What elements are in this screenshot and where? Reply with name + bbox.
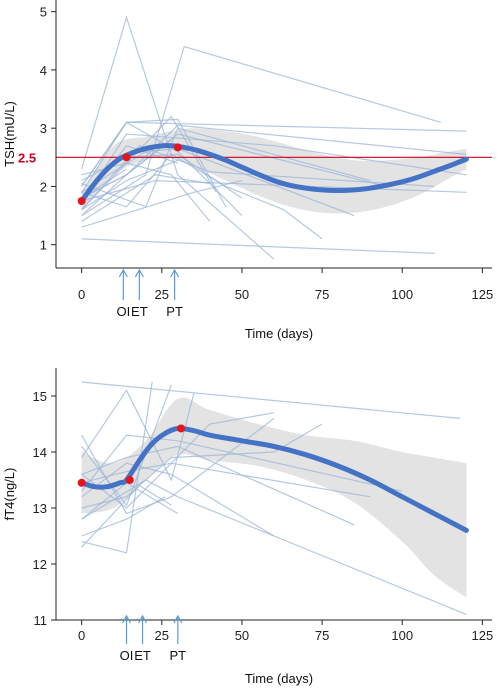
tsh-reference-line-label: 2.5: [18, 150, 36, 165]
ft4-x-tick-label: 125: [472, 628, 494, 643]
ft4-individual-trace-9: [81, 445, 355, 526]
tsh-individual-trace-14: [81, 147, 355, 217]
ft4-x-tick-label: 100: [391, 628, 413, 643]
ft4-x-tick-label: 50: [235, 628, 249, 643]
tsh-y-tick-label: 3: [40, 121, 47, 136]
ft4-oi-marker-label: OI: [120, 648, 134, 663]
tsh-pt-marker-label: PT: [166, 304, 183, 319]
ft4-chart-panel: 11 12 13 14 15 0 25 50 75 100 125 OI ET PT Time (days)…: [2, 368, 493, 686]
ft4-oi-marker-arrowhead: [122, 614, 132, 624]
tsh-x-tick-label: 25: [155, 287, 169, 302]
ft4-individual-trace-2: [81, 384, 172, 507]
ft4-fitted-curve: [79, 425, 469, 533]
tsh-x-tick-label: 125: [472, 287, 494, 302]
tsh-individual-trace-23: [81, 153, 323, 240]
ft4-individual-trace-3: [81, 389, 195, 482]
tsh-et-marker-label: ET: [131, 304, 148, 319]
ft4-confidence-band: [81, 397, 467, 598]
ft4-key-point-3: [177, 424, 186, 433]
ft4-x-tick-label: 25: [155, 628, 169, 643]
ft4-y-tick-label: 15: [33, 389, 47, 404]
tsh-x-axis-title: Time (days): [245, 326, 313, 341]
ft4-individual-trace-11: [81, 462, 371, 498]
tsh-individual-trace-3: [81, 15, 275, 260]
tsh-x-tick-label: 75: [315, 287, 329, 302]
ft4-individual-trace-14: [81, 479, 275, 537]
tsh-individual-trace-22: [81, 180, 243, 228]
ft4-individual-trace-15: [81, 412, 275, 509]
ft4-key-point-2: [125, 476, 134, 484]
tsh-y-axis-title: TSH(mU/L): [2, 101, 17, 167]
tsh-individual-trace-19: [81, 127, 371, 208]
tsh-y-tick-label: 1: [40, 238, 47, 253]
tsh-pt-marker-arrowhead: [170, 268, 180, 278]
tsh-y-tick-label: 4: [40, 63, 47, 78]
ft4-x-tick-label: 75: [315, 628, 329, 643]
ft4-y-tick-label: 13: [33, 501, 47, 516]
tsh-x-tick-label: 50: [235, 287, 249, 302]
tsh-confidence-band: [81, 128, 467, 214]
ft4-pt-marker-label: PT: [170, 648, 187, 663]
ft4-y-tick-label: 14: [33, 445, 47, 460]
ft4-individual-trace-1: [81, 381, 460, 419]
tsh-et-marker-arrowhead: [134, 268, 144, 278]
tsh-individual-trace-17: [81, 174, 210, 222]
ft4-y-tick-label: 11: [34, 613, 48, 628]
tsh-key-point-1: [77, 197, 86, 205]
ft4-individual-trace-4: [81, 381, 153, 554]
ft4-pt-marker-arrowhead: [173, 614, 183, 624]
tsh-y-tick-label: 2: [40, 179, 47, 194]
ft4-et-marker-arrowhead: [138, 614, 148, 624]
tsh-individual-trace-12: [81, 121, 467, 187]
ft4-x-axis-title: Time (days): [245, 671, 313, 686]
ft4-et-marker-label: ET: [134, 648, 151, 663]
ft4-individual-trace-8: [81, 434, 403, 492]
tsh-oi-marker-label: OI: [116, 304, 130, 319]
tsh-key-point-3: [173, 143, 182, 152]
ft4-y-axis-title: fT4(ng/L): [2, 468, 17, 521]
tsh-oi-marker-arrowhead: [118, 268, 128, 278]
tsh-key-point-2: [122, 153, 131, 162]
tsh-individual-trace-16: [81, 144, 435, 211]
ft4-x-tick-label: 0: [78, 628, 85, 643]
tsh-y-tick-label: 5: [40, 5, 47, 20]
tsh-fitted-curve: [79, 143, 469, 204]
ft4-individual-trace-5: [81, 417, 275, 515]
tsh-individual-trace-21: [81, 238, 435, 254]
tsh-x-tick-label: 0: [78, 287, 85, 302]
tsh-x-tick-label: 100: [391, 287, 413, 302]
ft4-individual-trace-6: [81, 462, 467, 615]
ft4-key-point-1: [77, 478, 86, 487]
ft4-y-tick-label: 12: [33, 557, 47, 572]
